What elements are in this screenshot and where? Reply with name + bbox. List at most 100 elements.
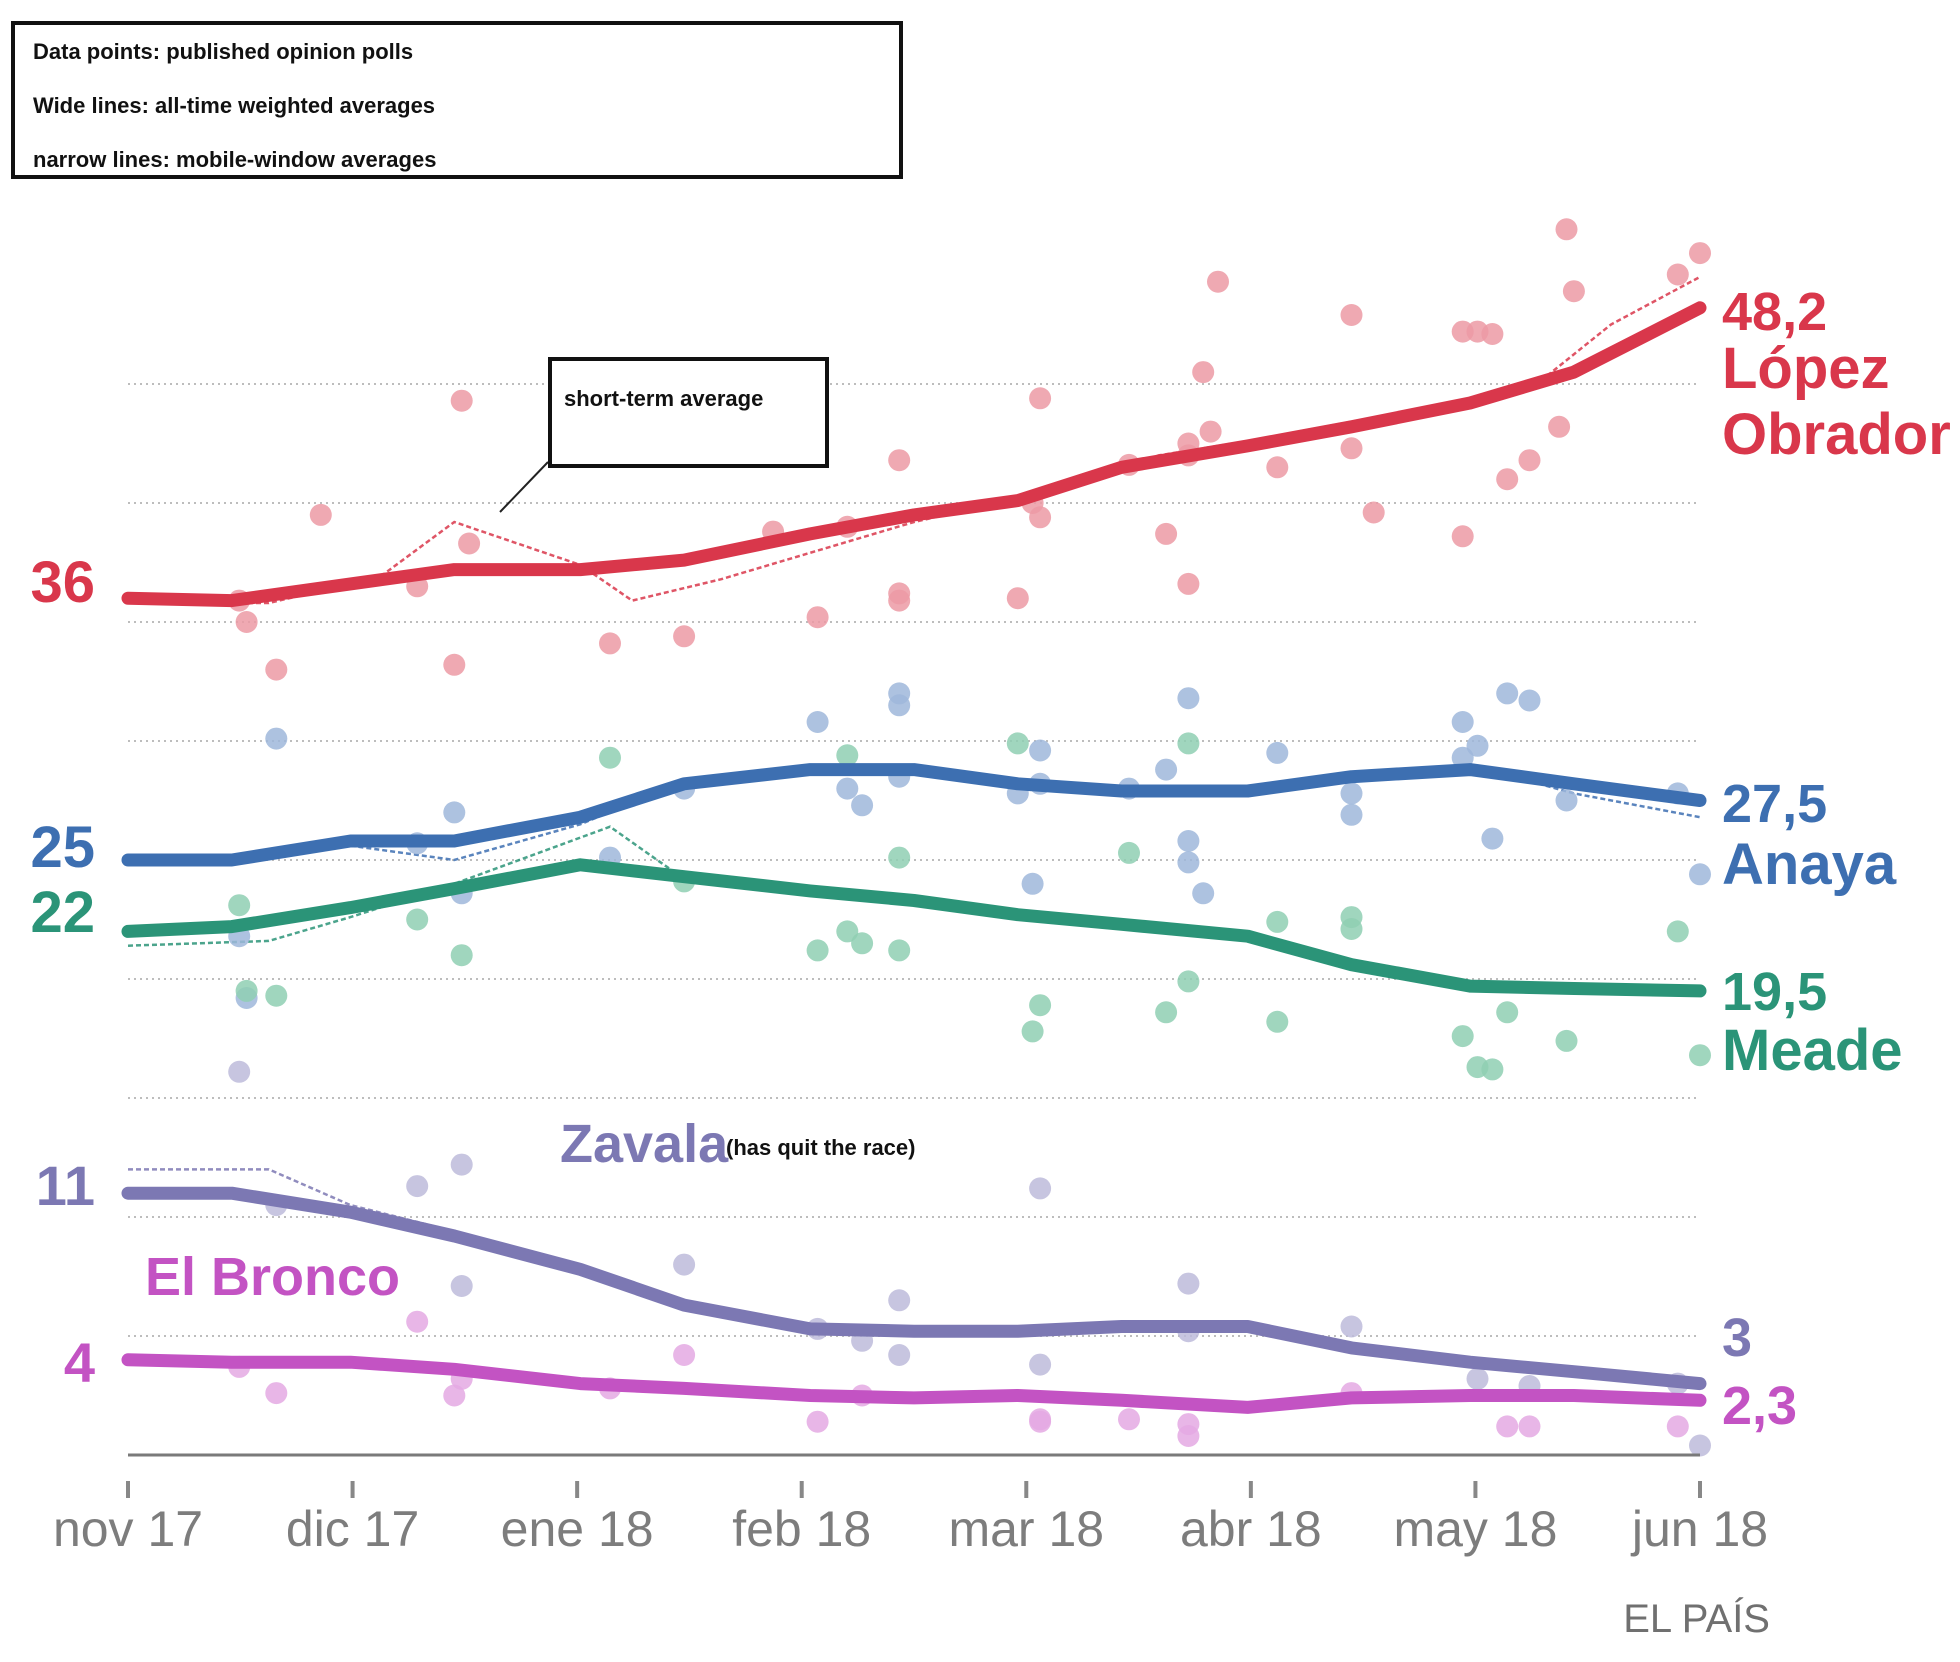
poll-point (1496, 1001, 1519, 1024)
x-axis: nov 17 dic 17 ene 18 feb 18 mar 18 abr 18 may … (53, 1453, 1770, 1641)
end-value-label: 3 (1722, 1308, 1752, 1368)
poll-point (1199, 420, 1222, 443)
zavala-quit-note: (has quit the race) (726, 1135, 915, 1160)
candidate-name-label: López (1722, 336, 1890, 401)
poll-point (406, 1310, 429, 1333)
poll-point (1496, 468, 1519, 491)
poll-point (1192, 361, 1215, 384)
mobile-average-line (128, 763, 1701, 867)
poll-point (1155, 1001, 1178, 1024)
poll-point (1266, 1010, 1289, 1033)
poll-point (673, 1253, 696, 1276)
end-value-label: 2,3 (1722, 1376, 1797, 1436)
poll-point (1451, 525, 1474, 548)
poll-point (1029, 994, 1052, 1017)
poll-point (1466, 734, 1489, 757)
poll-point (888, 449, 911, 472)
poll-point (1555, 1029, 1578, 1052)
poll-point (1177, 1272, 1200, 1295)
poll-point (1118, 841, 1140, 864)
poll-point (1029, 1177, 1052, 1200)
poll-point (265, 727, 288, 750)
poll-point (1006, 587, 1029, 610)
poll-point (888, 939, 911, 962)
x-tick-label: may 18 (1393, 1501, 1557, 1557)
poll-point (1177, 687, 1200, 710)
poll-point (1021, 1020, 1044, 1043)
poll-point (450, 389, 473, 412)
poll-point (309, 503, 332, 526)
weighted-average-lines (121, 301, 1707, 1414)
legend-wide-lines-note: Wide lines: all-time weighted averages (33, 93, 436, 118)
poll-point (1177, 970, 1200, 993)
poll-point (406, 908, 429, 931)
end-value-label: 27,5 (1722, 774, 1827, 834)
poll-point (888, 1289, 911, 1312)
poll-point (1466, 1367, 1489, 1390)
poll-point (1666, 263, 1689, 286)
poll-point (673, 625, 696, 648)
poll-point (1340, 918, 1363, 940)
poll-point (836, 777, 859, 800)
legend-polls-note: Data points: published opinion polls (33, 39, 414, 64)
poll-point (1021, 872, 1044, 895)
poll-point (265, 658, 288, 681)
poll-point (235, 611, 258, 633)
weighted-average-line (121, 858, 1707, 998)
candidate-name-label: Meade (1722, 1018, 1903, 1083)
poll-point (1006, 732, 1029, 755)
x-tick-label: feb 18 (732, 1501, 871, 1557)
weighted-average-line (121, 1353, 1707, 1414)
start-value-label: 36 (30, 550, 95, 615)
start-value-label: 25 (30, 815, 95, 880)
poll-point (228, 1060, 251, 1083)
poll-point (1340, 1315, 1363, 1338)
poll-point (1177, 732, 1200, 755)
poll-point (1266, 456, 1289, 479)
poll-point (1481, 827, 1504, 850)
poll-point (265, 1382, 288, 1405)
poll-point (1192, 882, 1215, 905)
x-tick-label: abr 18 (1180, 1501, 1322, 1557)
poll-point (1451, 711, 1474, 733)
poll-point (806, 606, 829, 629)
poll-point (599, 746, 621, 769)
poll-point (1029, 387, 1052, 410)
candidate-name-label: Zavala (560, 1114, 729, 1174)
callout-label: short-term average (564, 386, 764, 411)
poll-point (450, 944, 473, 967)
poll-point (235, 979, 258, 1002)
poll-point (1689, 242, 1711, 265)
end-value-label: 48,2 (1722, 282, 1827, 342)
poll-point (888, 846, 911, 869)
poll-point (1340, 803, 1363, 826)
poll-point (1340, 782, 1363, 805)
candidate-name-label: Anaya (1722, 832, 1897, 897)
poll-dots (228, 218, 1711, 1457)
start-value-label: 4 (64, 1331, 95, 1394)
short-term-average-callout: short-term average (548, 357, 829, 468)
poll-point (851, 932, 874, 955)
poll-point (1496, 1415, 1519, 1438)
poll-point (1518, 689, 1541, 712)
poll-point (888, 1344, 911, 1366)
poll-point (1266, 741, 1289, 764)
x-tick-label: ene 18 (501, 1501, 654, 1557)
x-tick-label: nov 17 (53, 1501, 203, 1557)
callout-pointer (499, 461, 549, 513)
poll-point (1177, 572, 1200, 595)
poll-point (1518, 449, 1541, 472)
poll-point (1266, 910, 1289, 933)
poll-point (1177, 851, 1200, 874)
poll-point (851, 794, 874, 817)
poll-point (1666, 1415, 1689, 1438)
poll-point (1118, 1408, 1140, 1431)
source-credit: EL PAÍS (1623, 1596, 1770, 1641)
poll-point (1496, 682, 1519, 705)
poll-point (1451, 1025, 1474, 1048)
x-tick-label: jun 18 (1630, 1501, 1768, 1557)
poll-point (1451, 746, 1474, 769)
poll-point (1689, 1044, 1711, 1067)
poll-point (1689, 1434, 1711, 1457)
